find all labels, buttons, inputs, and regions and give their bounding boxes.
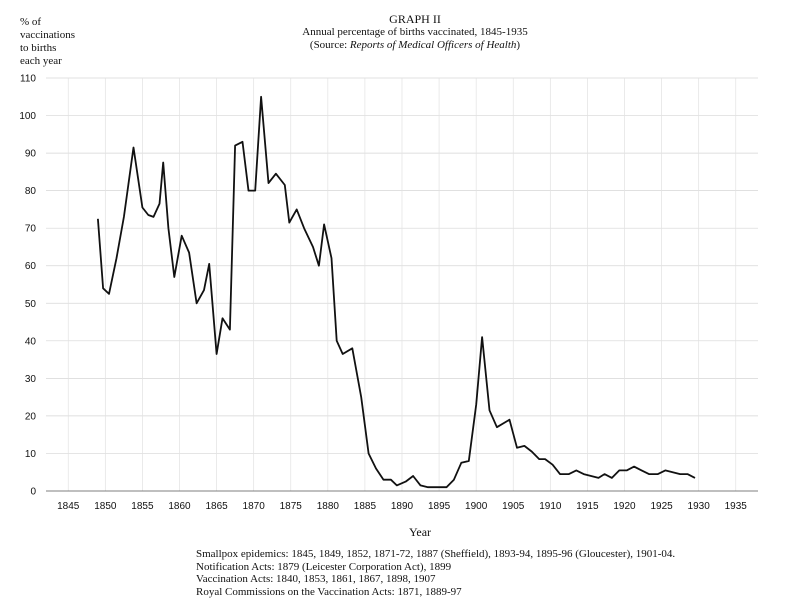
x-axis-label: Year <box>408 525 432 539</box>
chart-subtitle: Annual percentage of births vaccinated, … <box>302 26 528 38</box>
x-tick-label: 1895 <box>428 501 451 512</box>
x-tick-label: 1930 <box>688 501 711 512</box>
y-axis-label-line: to births <box>20 42 57 54</box>
source-title: Reports of Medical Officers of Health <box>349 39 517 51</box>
y-tick-label: 50 <box>25 299 37 310</box>
x-tick-label: 1905 <box>502 501 525 512</box>
chart-header: GRAPH II Annual percentage of births vac… <box>250 12 580 52</box>
x-tick-label: 1855 <box>131 501 154 512</box>
x-tick-label: 1860 <box>168 501 191 512</box>
y-axis-label-line: each year <box>20 55 62 67</box>
series-line-births-vaccinated <box>97 95 696 489</box>
y-axis-label-line: vaccinations <box>20 29 75 41</box>
x-tick-label: 1880 <box>317 501 340 512</box>
x-axis-ticks: 1845 1850 1855 1860 1865 1870 1875 1880 1885 1890… <box>57 501 747 512</box>
series-layer <box>97 95 696 489</box>
note-vaccination-acts: Vaccination Acts: 1840, 1853, 1861, 1867… <box>196 573 436 585</box>
y-tick-label: 20 <box>25 411 37 422</box>
y-tick-label: 100 <box>19 111 36 122</box>
x-tick-label: 1925 <box>650 501 673 512</box>
y-tick-label: 60 <box>25 261 37 272</box>
x-tick-label: 1850 <box>94 501 117 512</box>
y-tick-label: 10 <box>25 449 37 460</box>
y-tick-label: 80 <box>25 186 37 197</box>
chart-source: (Source: Reports of Medical Officers of … <box>250 39 580 52</box>
y-tick-label: 70 <box>25 224 37 235</box>
y-tick-label: 110 <box>20 74 36 85</box>
notes: Smallpox epidemics: 1845, 1849, 1852, 18… <box>196 548 675 598</box>
source-prefix: (Source: <box>309 39 350 51</box>
y-axis-label-line: % of <box>20 16 42 28</box>
y-tick-label: 30 <box>25 374 37 385</box>
x-tick-label: 1885 <box>354 501 377 512</box>
y-tick-label: 90 <box>25 149 37 160</box>
source-suffix: ) <box>516 39 521 51</box>
grid <box>46 77 758 492</box>
x-tick-label: 1920 <box>613 501 636 512</box>
x-tick-label: 1915 <box>576 501 599 512</box>
x-tick-label: 1870 <box>243 501 266 512</box>
x-tick-label: 1875 <box>280 501 303 512</box>
x-tick-label: 1890 <box>391 501 414 512</box>
y-tick-label: 40 <box>25 336 37 347</box>
x-tick-label: 1845 <box>57 501 80 512</box>
y-axis-ticks: 0 10 20 30 40 50 60 70 80 90 100 110 <box>19 74 36 498</box>
note-notification-acts: Notification Acts: 1879 (Leicester Corpo… <box>196 560 452 573</box>
x-tick-label: 1865 <box>205 501 228 512</box>
y-tick-label: 0 <box>30 487 36 498</box>
y-axis-label: % of vaccinations to births each year <box>20 16 75 68</box>
chart-title: GRAPH II <box>389 12 441 26</box>
note-epidemics: Smallpox epidemics: 1845, 1849, 1852, 18… <box>196 548 676 560</box>
x-tick-label: 1900 <box>465 501 488 512</box>
note-royal-commissions: Royal Commissions on the Vaccination Act… <box>196 585 462 598</box>
x-tick-label: 1935 <box>725 501 748 512</box>
x-tick-label: 1910 <box>539 501 562 512</box>
